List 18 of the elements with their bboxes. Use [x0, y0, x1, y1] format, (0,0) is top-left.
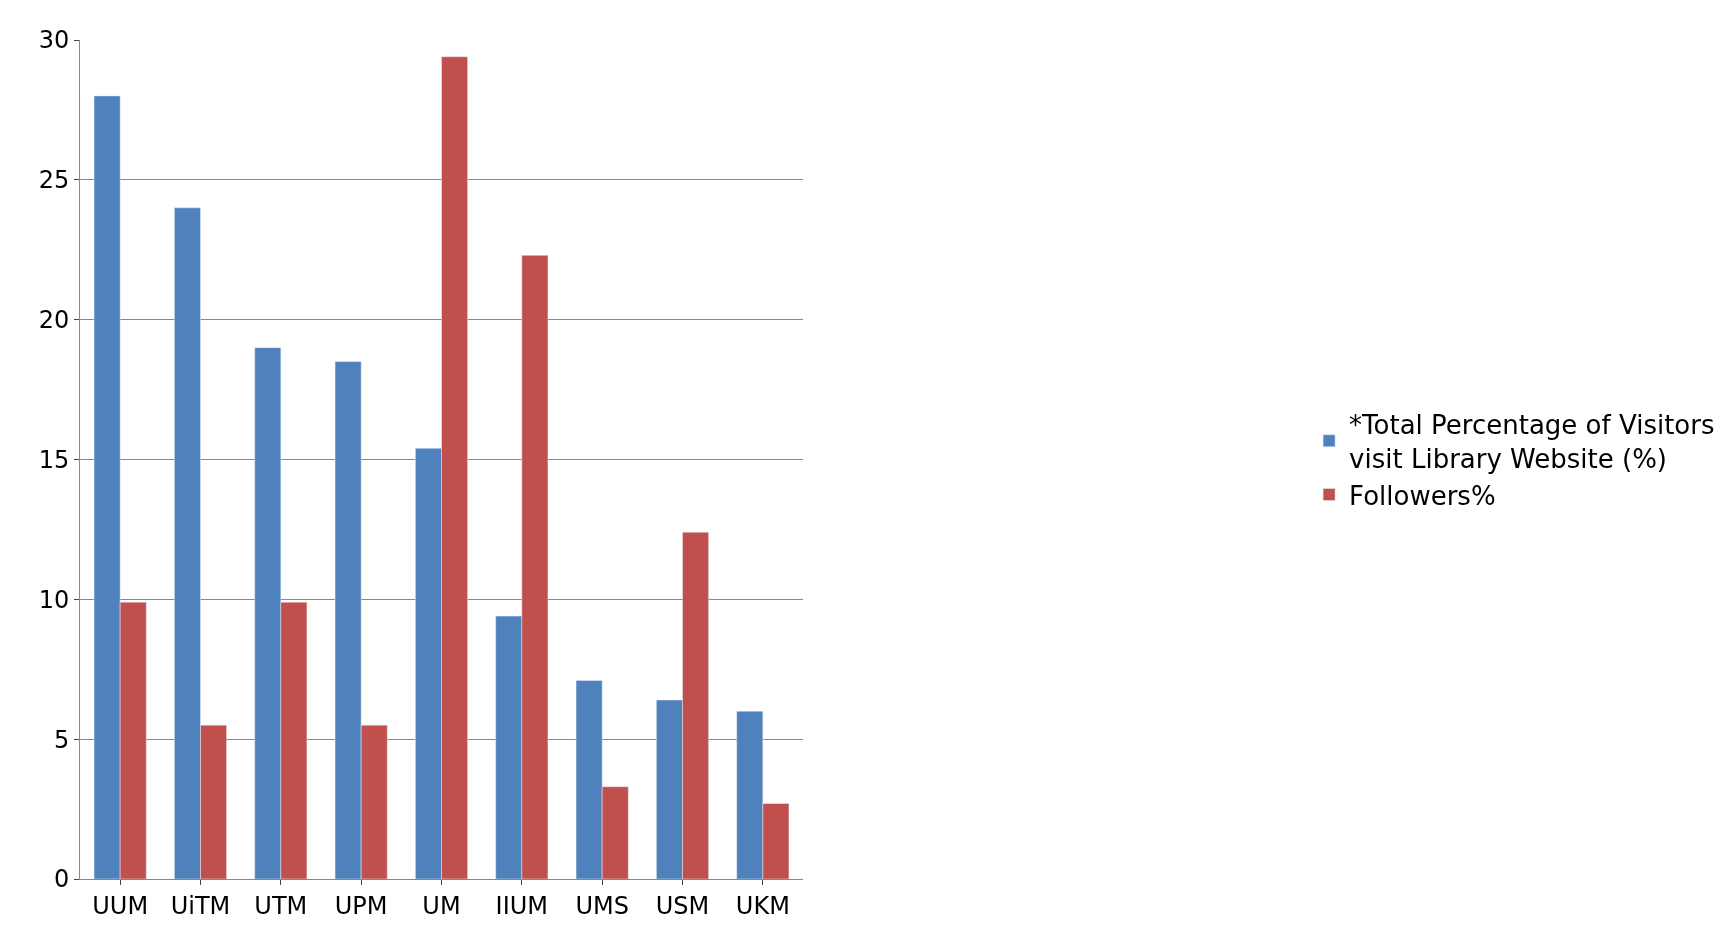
y-tick-label: 25 [38, 166, 70, 195]
y-tick-label: 20 [38, 306, 70, 335]
y-tick-label: 30 [38, 26, 70, 55]
x-tick-label: UiTM [170, 891, 231, 920]
y-tick-label: 15 [38, 445, 70, 474]
x-tick-label: UUM [92, 891, 149, 920]
y-tick-label: 0 [53, 865, 70, 894]
x-tick-label: UMS [575, 891, 629, 920]
x-tick-label: UM [422, 891, 461, 920]
x-tick-label: UTM [254, 891, 308, 920]
x-tick-label: USM [655, 891, 710, 920]
legend-label: *Total Percentage of Visitors visit Library Website (%) [1349, 410, 1715, 474]
legend-label: Followers% [1349, 480, 1496, 511]
x-tick-label: UKM [735, 891, 790, 920]
x-tick-label: UPM [334, 891, 388, 920]
y-tick-label: 5 [53, 725, 70, 754]
x-tick-label: IIUM [495, 891, 549, 920]
y-tick-label: 10 [38, 585, 70, 614]
